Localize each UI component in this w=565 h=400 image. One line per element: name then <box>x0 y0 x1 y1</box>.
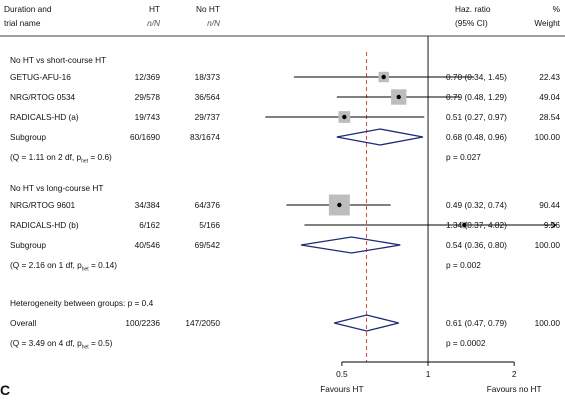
group-0-trial-1-weight: 49.04 <box>539 92 560 102</box>
group-1-subgroup-diamond <box>300 236 401 254</box>
between-group-heterogeneity: Heterogeneity between groups: p = 0.4 <box>10 298 154 308</box>
group-1-trial-1-point <box>462 222 467 228</box>
col-noht-title: No HT <box>196 4 220 14</box>
overall-diamond <box>334 314 399 332</box>
group-1-trial-1-ci-arrow <box>550 221 557 229</box>
group-0-heterogeneity: (Q = 1.11 on 2 df, phet = 0.6) <box>10 152 112 165</box>
overall-ht: 100/2236 <box>125 318 160 328</box>
group-0-trial-2-point <box>342 114 347 120</box>
col-hr-subtitle: (95% CI) <box>455 18 488 28</box>
group-0-trial-0-point <box>381 74 386 80</box>
group-0-trial-1-noht: 36/564 <box>194 92 220 102</box>
col-ht-subtitle: n/N <box>147 18 160 28</box>
col-weight-subtitle: Weight <box>534 18 560 28</box>
group-0-trial-1-hr-ci: 0.79 (0.48, 1.29) <box>446 92 507 102</box>
col-noht-subtitle: n/N <box>207 18 220 28</box>
table-header: Duration and trial name HT n/N No HT n/N… <box>0 0 565 36</box>
group-0-subgroup-ht: 60/1690 <box>130 132 160 142</box>
group-1-trial-0-noht: 64/376 <box>194 200 220 210</box>
col-study-title-1: Duration and <box>4 4 52 14</box>
group-1-trial-1-hr-ci: 1.34 (0.37, 4.82) <box>446 220 507 230</box>
group-0-trial-1-point <box>396 94 401 100</box>
overall-noht: 147/2050 <box>185 318 220 328</box>
col-ht-title: HT <box>148 4 160 14</box>
col-study-title-2: trial name <box>4 18 41 28</box>
col-hr-title: Haz. ratio <box>455 4 491 14</box>
group-1-trial-1-ht: 6/162 <box>139 220 160 230</box>
x-tick-label-1: 1 <box>426 369 431 379</box>
group-0-subgroup-diamond <box>336 128 424 146</box>
group-0-trial-2-weight: 28.54 <box>539 112 560 122</box>
x-tick-label-2: 2 <box>512 369 517 379</box>
group-1-heterogeneity: (Q = 2.16 on 1 df, phet = 0.14) <box>10 260 118 273</box>
group-0-trial-2-noht: 29/737 <box>194 112 220 122</box>
favours-ht-label: Favours HT <box>320 384 363 394</box>
group-0-p-value: p = 0.027 <box>446 152 481 162</box>
group-0-trial-1-label: NRG/RTOG 0534 <box>10 92 76 102</box>
panel-label: C <box>0 382 11 398</box>
group-1-subgroup-noht: 69/542 <box>194 240 220 250</box>
group-0-subgroup-noht: 83/1674 <box>190 132 220 142</box>
group-1-trial-0-ht: 34/384 <box>134 200 160 210</box>
group-1-trial-0-weight: 90.44 <box>539 200 560 210</box>
group-1-trial-0-label: NRG/RTOG 9601 <box>10 200 76 210</box>
group-0-trial-1-ht: 29/578 <box>134 92 160 102</box>
group-0-trial-0-ht: 12/369 <box>134 72 160 82</box>
group-0-trial-2-label: RADICALS-HD (a) <box>10 112 79 122</box>
group-1-trial-1-label: RADICALS-HD (b) <box>10 220 79 230</box>
favours-noht-label: Favours no HT <box>487 384 542 394</box>
group-0-trial-0-noht: 18/373 <box>194 72 220 82</box>
overall-hr-ci: 0.61 (0.47, 0.79) <box>446 318 507 328</box>
group-1-subgroup-weight: 100.00 <box>534 240 560 250</box>
group-0-title: No HT vs short-course HT <box>10 55 107 65</box>
group-0-trial-0-label: GETUG-AFU-16 <box>10 72 71 82</box>
overall-p-value: p = 0.0002 <box>446 338 486 348</box>
group-1-trial-1-noht: 5/166 <box>199 220 220 230</box>
overall-weight: 100.00 <box>534 318 560 328</box>
group-1-trial-0-hr-ci: 0.49 (0.32, 0.74) <box>446 200 507 210</box>
group-1-trial-0-point <box>337 202 342 208</box>
group-0-subgroup-label: Subgroup <box>10 132 46 142</box>
group-1-subgroup-hr-ci: 0.54 (0.36, 0.80) <box>446 240 507 250</box>
overall-heterogeneity: (Q = 3.49 on 4 df, phet = 0.5) <box>10 338 113 351</box>
col-weight-title: % <box>552 4 560 14</box>
overall-label: Overall <box>10 318 37 328</box>
group-1-subgroup-label: Subgroup <box>10 240 46 250</box>
group-1-title: No HT vs long-course HT <box>10 183 104 193</box>
group-1-trial-1-weight: 9.56 <box>543 220 560 230</box>
group-0-trial-2-ht: 19/743 <box>134 112 160 122</box>
group-1-subgroup-ht: 40/546 <box>134 240 160 250</box>
group-0-subgroup-hr-ci: 0.68 (0.48, 0.96) <box>446 132 507 142</box>
group-0-trial-0-weight: 22.43 <box>539 72 560 82</box>
x-tick-label-0: 0.5 <box>336 369 348 379</box>
group-0-trial-2-hr-ci: 0.51 (0.27, 0.97) <box>446 112 507 122</box>
group-0-subgroup-weight: 100.00 <box>534 132 560 142</box>
group-1-p-value: p = 0.002 <box>446 260 481 270</box>
group-0-trial-0-hr-ci: 0.70 (0.34, 1.45) <box>446 72 507 82</box>
